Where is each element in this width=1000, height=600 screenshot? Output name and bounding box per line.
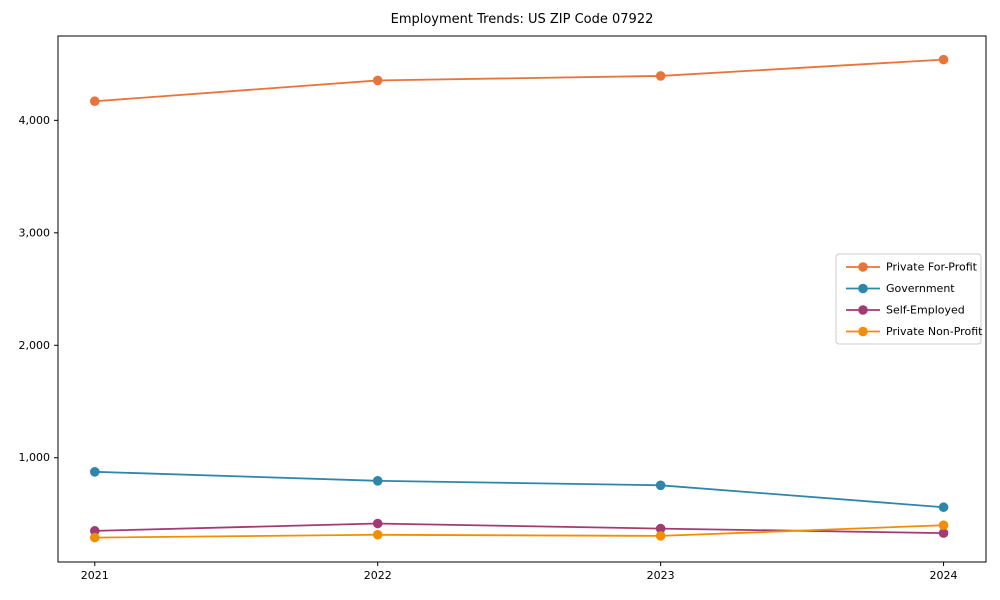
- legend-marker-private-for-profit: [858, 262, 868, 272]
- series-point-self-employed: [655, 523, 666, 534]
- legend-marker-self-employed: [858, 305, 868, 315]
- legend-marker-government: [858, 283, 868, 294]
- series-point-private-for-profit: [372, 75, 383, 86]
- series-line-private-for-profit: [93, 58, 945, 103]
- series-point-private-non-profit: [655, 531, 666, 541]
- x-tick-label: 2024: [930, 569, 958, 582]
- series-line-government: [93, 470, 945, 509]
- series-point-self-employed: [372, 518, 383, 529]
- x-tick-label: 2021: [81, 569, 109, 582]
- series-point-private-for-profit: [655, 71, 666, 81]
- x-tick-label: 2022: [364, 569, 392, 582]
- legend-label-self-employed: Self-Employed: [886, 304, 965, 317]
- y-tick-label: 3,000: [19, 226, 51, 239]
- series-point-private-for-profit: [938, 54, 949, 65]
- legend-label-private-non-profit: Private Non-Profit: [886, 325, 983, 338]
- x-tick-label: 2023: [647, 569, 675, 582]
- legend-marker-private-non-profit: [858, 326, 868, 337]
- series-point-government: [938, 502, 949, 513]
- series-point-government: [655, 480, 666, 491]
- legend-label-private-for-profit: Private For-Profit: [886, 261, 978, 274]
- series-point-self-employed: [89, 526, 100, 536]
- series-line-self-employed: [93, 522, 945, 534]
- series-point-private-non-profit: [938, 520, 949, 531]
- series-point-government: [89, 467, 100, 477]
- series-point-private-non-profit: [372, 529, 383, 540]
- y-tick-label: 4,000: [19, 114, 51, 127]
- y-tick-label: 2,000: [19, 339, 51, 352]
- series-point-self-employed: [938, 528, 949, 538]
- series-line-private-non-profit: [93, 524, 945, 539]
- legend-box: [835, 253, 982, 345]
- legend-label-government: Government: [886, 282, 955, 295]
- series-point-private-for-profit: [89, 96, 100, 107]
- series-point-private-non-profit: [89, 532, 100, 543]
- y-tick-label: 1,000: [19, 451, 51, 464]
- series-point-government: [372, 476, 383, 486]
- chart-title: Employment Trends: US ZIP Code 07922: [390, 12, 654, 27]
- plot-border: [57, 35, 987, 563]
